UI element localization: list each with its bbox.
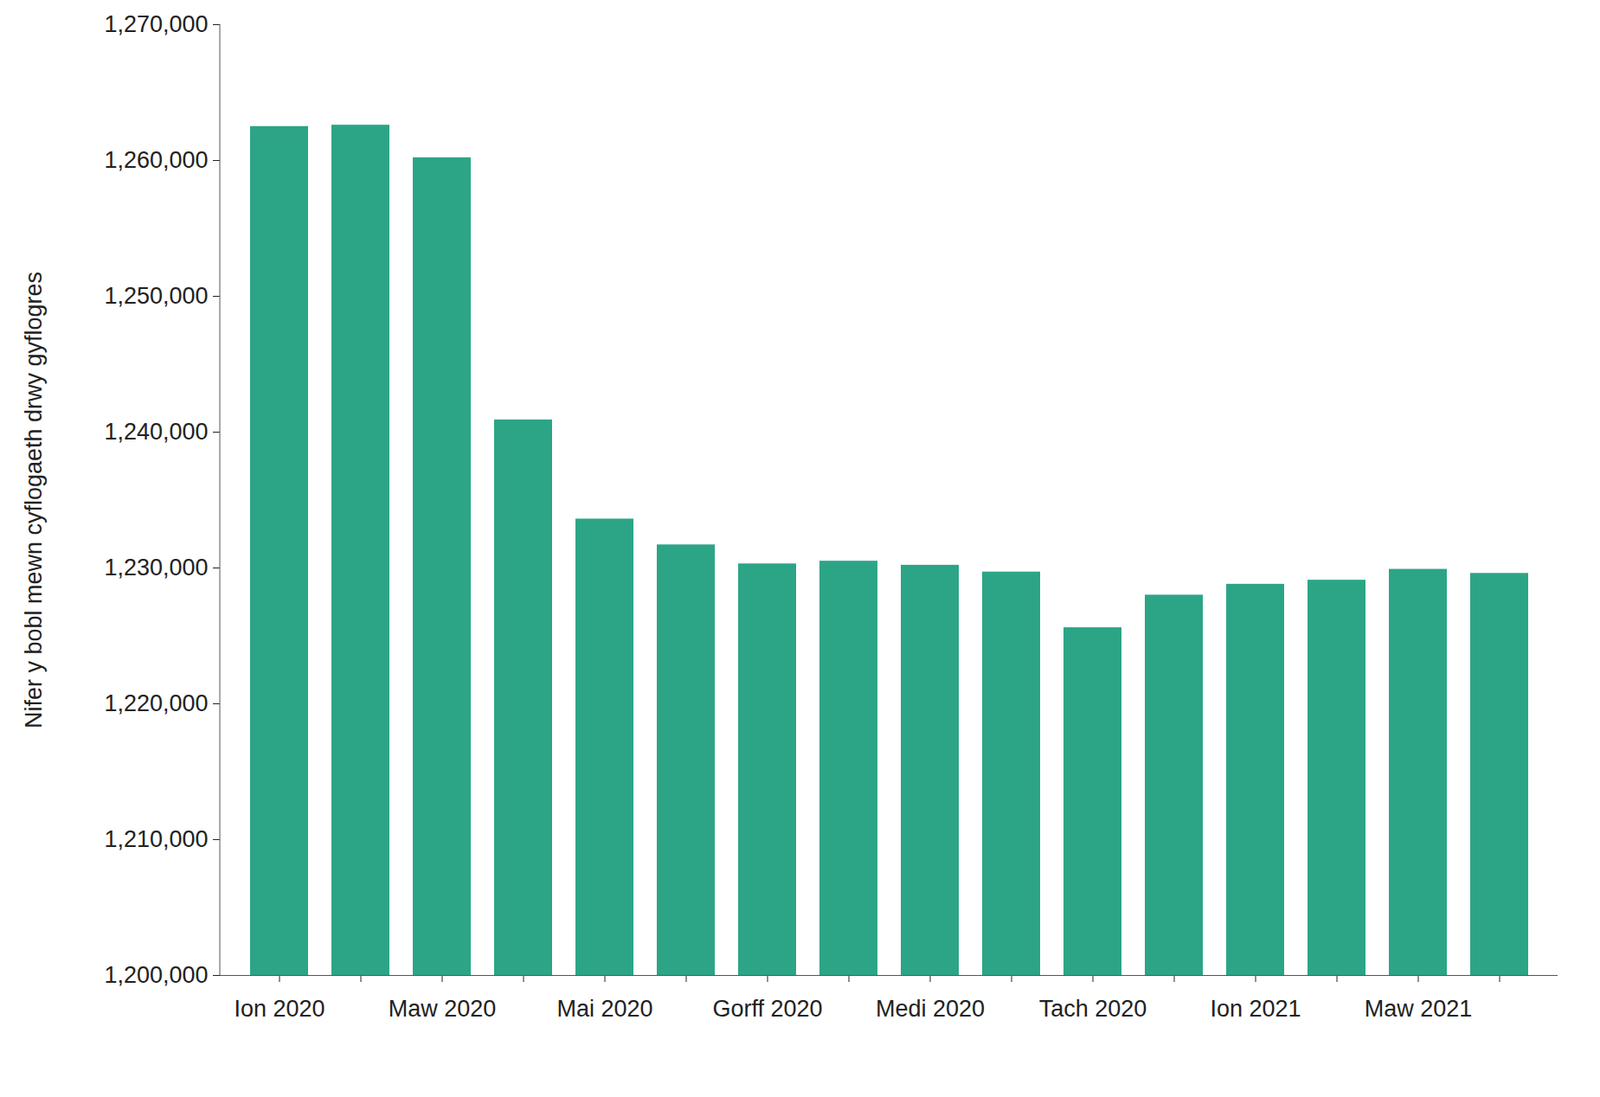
svg-text:Gorff 2020: Gorff 2020 [712,995,823,1022]
svg-text:Ion 2020: Ion 2020 [233,995,325,1022]
svg-text:1,200,000: 1,200,000 [103,962,208,989]
svg-text:Mai 2020: Mai 2020 [556,995,653,1022]
svg-text:Tach 2020: Tach 2020 [1039,995,1148,1022]
svg-text:Maw 2020: Maw 2020 [388,995,497,1022]
svg-text:Medi 2020: Medi 2020 [875,995,985,1022]
svg-text:Nifer y bobl mewn cyflogaeth d: Nifer y bobl mewn cyflogaeth drwy gyflog… [20,271,47,729]
svg-text:1,250,000: 1,250,000 [103,282,208,309]
svg-text:1,220,000: 1,220,000 [103,690,208,717]
svg-text:Ion 2021: Ion 2021 [1209,995,1301,1022]
svg-text:1,210,000: 1,210,000 [103,826,208,853]
svg-text:Maw 2021: Maw 2021 [1364,995,1473,1022]
svg-text:1,230,000: 1,230,000 [103,554,208,581]
svg-text:1,260,000: 1,260,000 [103,147,208,174]
svg-text:1,270,000: 1,270,000 [103,11,208,38]
svg-text:1,240,000: 1,240,000 [103,418,208,445]
